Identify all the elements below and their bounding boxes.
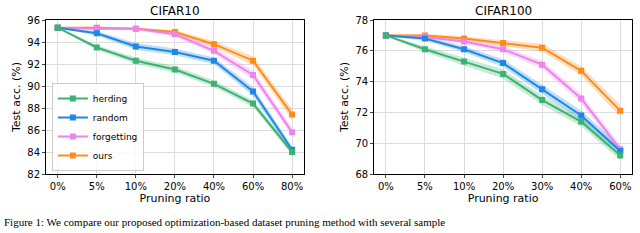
svg-text:88: 88	[27, 103, 40, 114]
svg-text:84: 84	[27, 147, 40, 158]
svg-text:60%: 60%	[242, 181, 264, 192]
svg-text:5%: 5%	[417, 181, 433, 192]
svg-text:90: 90	[27, 81, 40, 92]
svg-text:Pruning ratio: Pruning ratio	[140, 192, 211, 205]
svg-text:96: 96	[27, 15, 40, 26]
svg-text:40%: 40%	[203, 181, 225, 192]
svg-text:5%: 5%	[89, 181, 105, 192]
svg-text:30%: 30%	[531, 181, 553, 192]
svg-text:forgetting: forgetting	[93, 132, 137, 142]
svg-text:Pruning ratio: Pruning ratio	[468, 192, 539, 205]
svg-text:ours: ours	[93, 151, 113, 161]
svg-text:76: 76	[355, 45, 368, 56]
svg-text:Test acc. (%): Test acc. (%)	[10, 62, 23, 133]
svg-text:Test acc. (%): Test acc. (%)	[338, 62, 351, 133]
svg-text:herding: herding	[93, 94, 127, 104]
svg-text:80%: 80%	[281, 181, 303, 192]
html-text:Figure 1: We compare our propo: Figure 1: We compare our proposed optimi…	[4, 216, 446, 228]
svg-text:10%: 10%	[125, 181, 147, 192]
svg-text:92: 92	[27, 59, 40, 70]
svg-text:82: 82	[27, 169, 40, 180]
svg-text:random: random	[93, 113, 128, 123]
svg-text:0%: 0%	[50, 181, 66, 192]
svg-text:20%: 20%	[164, 181, 186, 192]
svg-text:94: 94	[27, 37, 40, 48]
svg-text:72: 72	[355, 107, 368, 118]
svg-text:70: 70	[355, 138, 368, 149]
svg-text:74: 74	[355, 76, 368, 87]
svg-text:68: 68	[355, 169, 368, 180]
svg-text:10%: 10%	[453, 181, 475, 192]
svg-text:78: 78	[355, 15, 368, 26]
svg-text:20%: 20%	[492, 181, 514, 192]
svg-text:0%: 0%	[378, 181, 394, 192]
svg-text:86: 86	[27, 125, 40, 136]
svg-text:CIFAR10: CIFAR10	[150, 4, 200, 18]
svg-text:CIFAR100: CIFAR100	[475, 4, 532, 18]
svg-text:40%: 40%	[570, 181, 592, 192]
svg-text:60%: 60%	[609, 181, 631, 192]
